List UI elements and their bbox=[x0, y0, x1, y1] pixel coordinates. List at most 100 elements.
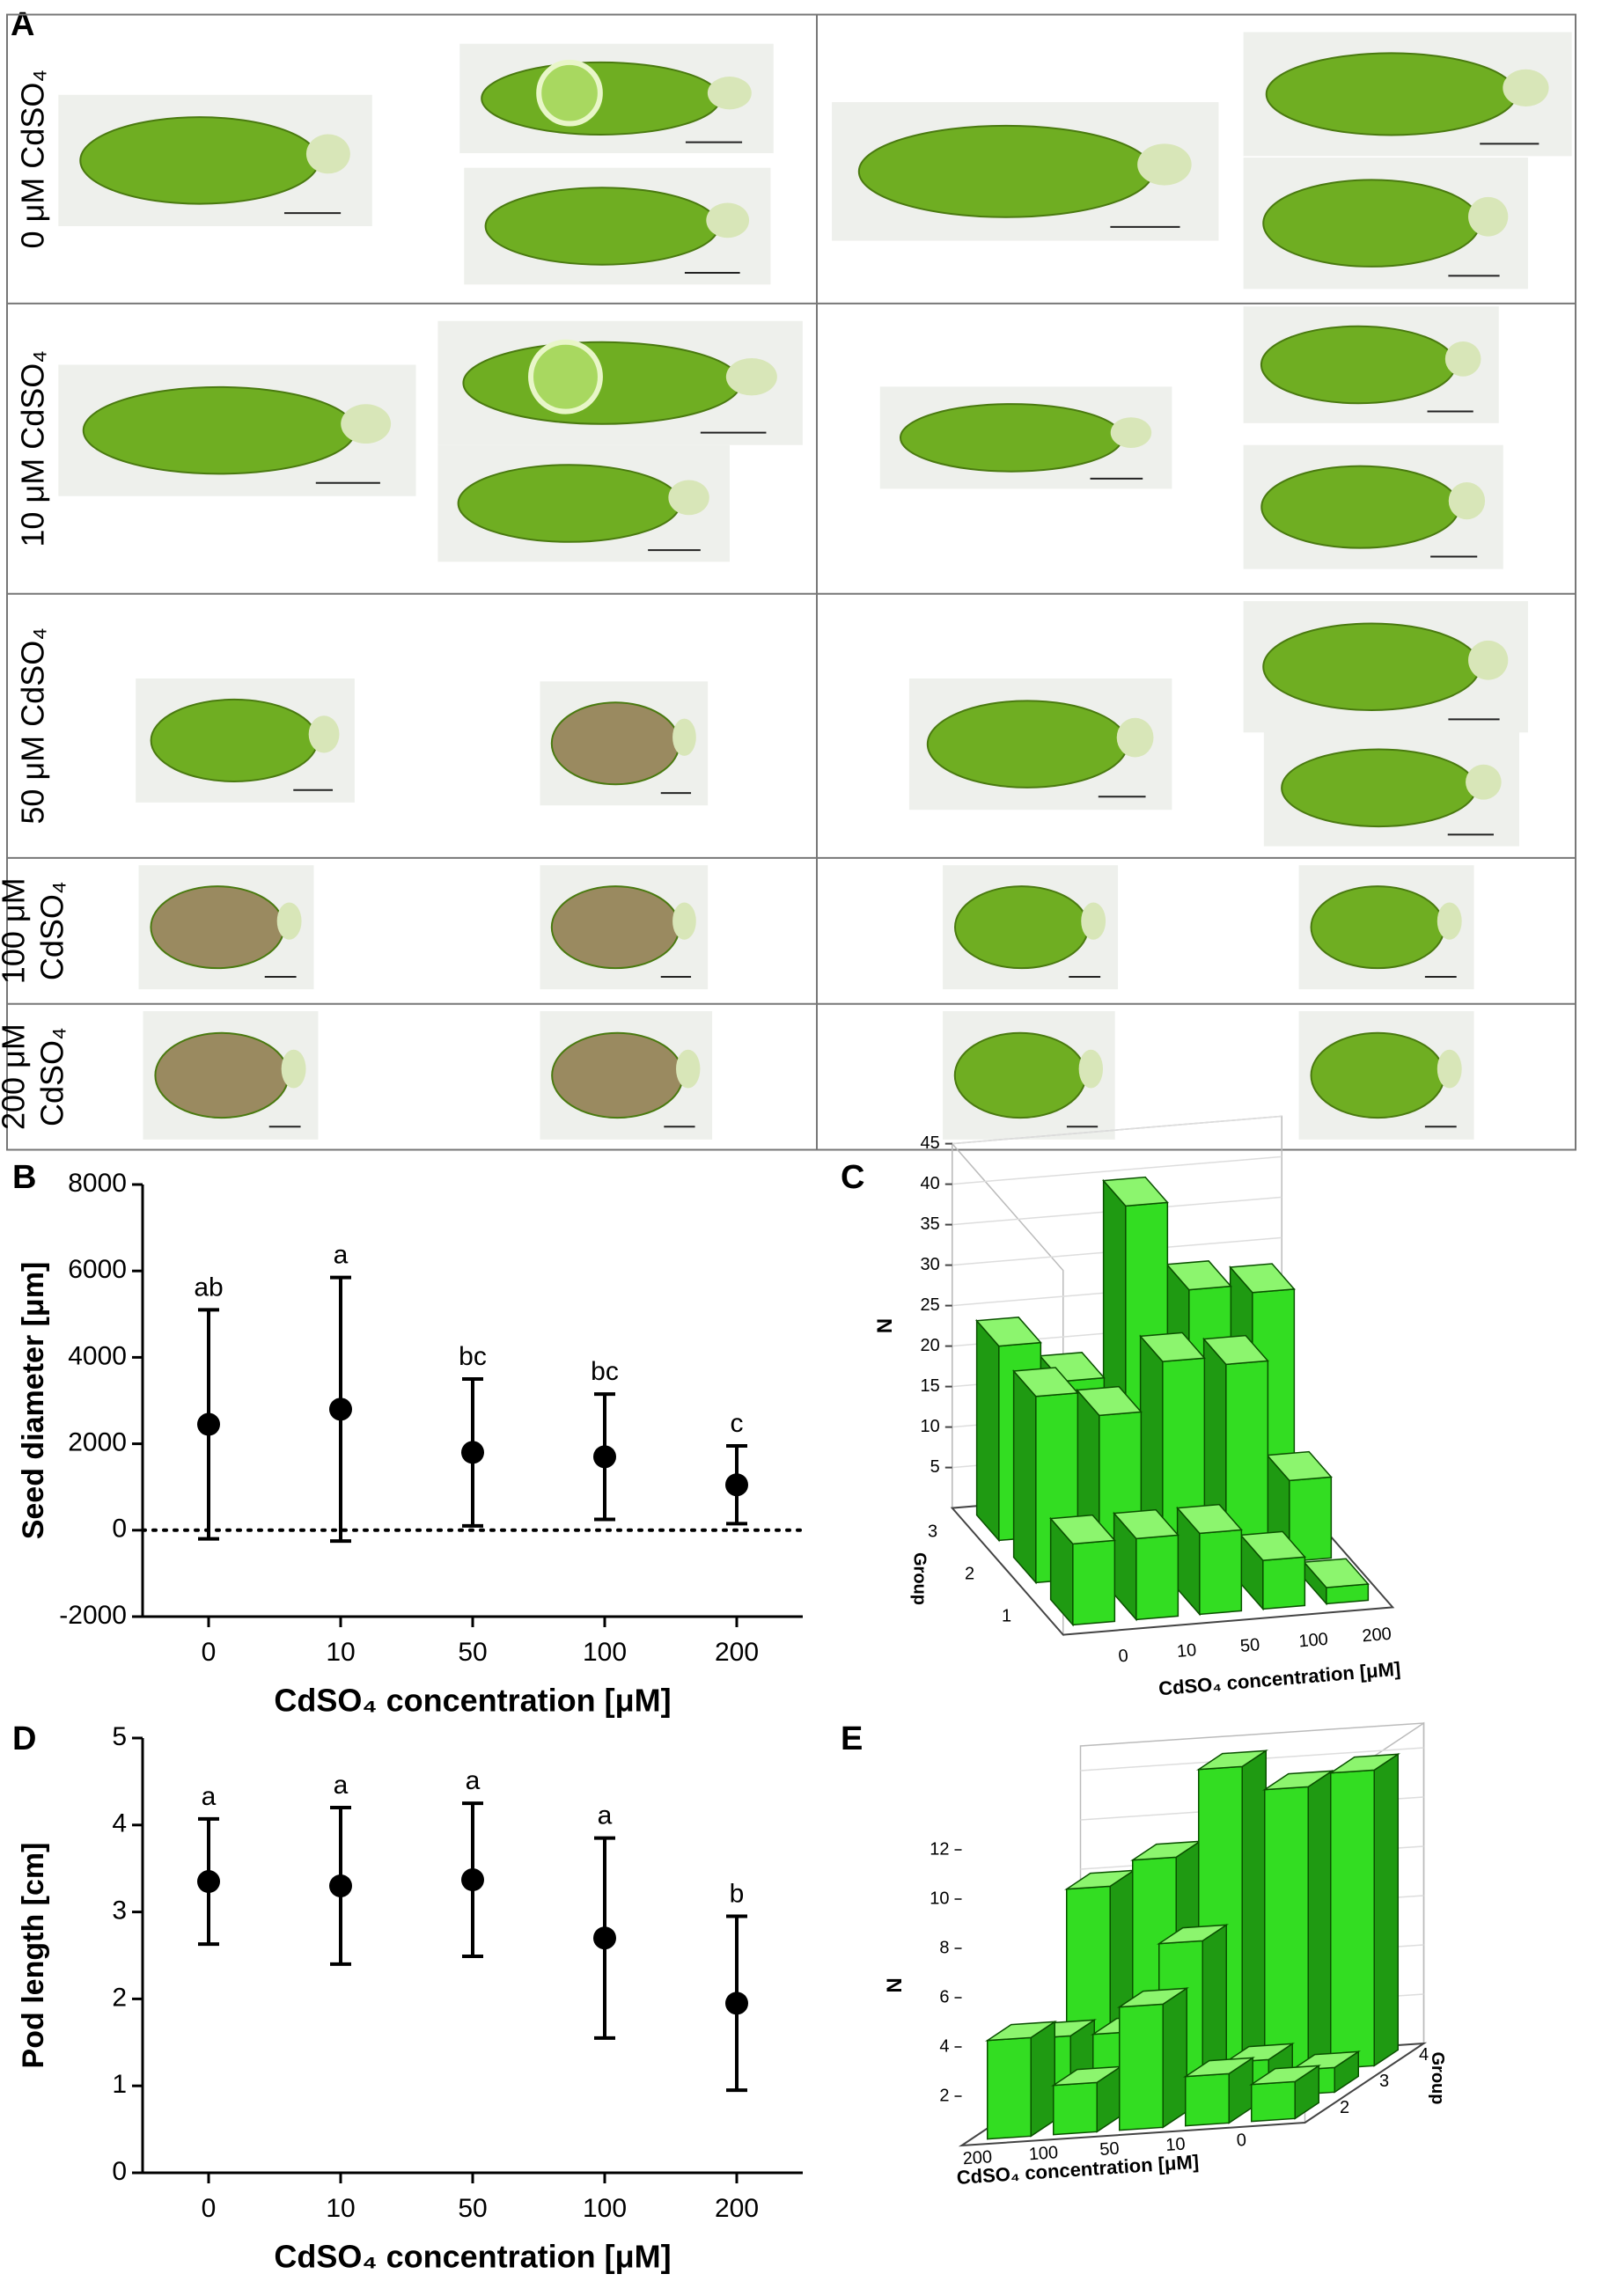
y-tick-label: 25 bbox=[921, 1295, 940, 1315]
bar-top bbox=[1156, 1924, 1230, 1945]
bar-side bbox=[1241, 1749, 1267, 2076]
data-point bbox=[461, 1868, 484, 1892]
bar-front bbox=[1135, 1534, 1179, 1621]
x-tick-label: 100 bbox=[1028, 2143, 1059, 2164]
bar-top bbox=[1139, 1331, 1206, 1362]
y-axis-label: Pod length [cm] bbox=[17, 1843, 50, 2069]
pod-stem bbox=[672, 902, 696, 940]
pod bbox=[953, 885, 1090, 970]
x-tick-label: 50 bbox=[458, 2194, 487, 2223]
x-tick-label: 10 bbox=[326, 1638, 355, 1667]
x-tick-label: 50 bbox=[458, 1638, 487, 1667]
grid-line bbox=[952, 1115, 1282, 1145]
significance-letter: a bbox=[334, 1771, 349, 1800]
bar-side bbox=[1373, 1752, 1399, 2067]
data-point bbox=[593, 1926, 616, 1950]
y-tick-label: 20 bbox=[921, 1336, 940, 1355]
pod-stem bbox=[1448, 481, 1486, 520]
bar-side bbox=[1307, 1769, 1333, 2072]
data-point bbox=[725, 1473, 748, 1497]
pod-stem bbox=[305, 134, 350, 174]
pod-stem bbox=[668, 480, 709, 516]
bar-front bbox=[1199, 1529, 1243, 1616]
bar-top bbox=[1288, 2050, 1362, 2072]
pod bbox=[1265, 52, 1517, 136]
bar-top bbox=[1303, 1558, 1370, 1588]
x-tick-label: 200 bbox=[715, 2194, 759, 2223]
bar-top bbox=[1176, 1503, 1243, 1535]
pod-stem bbox=[706, 202, 750, 238]
pod bbox=[550, 885, 680, 970]
y-tick-label: 5 bbox=[112, 1722, 127, 1751]
data-point bbox=[461, 1441, 484, 1464]
bar-front bbox=[1264, 1786, 1309, 2074]
significance-letter: c bbox=[731, 1409, 744, 1438]
row-label: 0 μM CdSO₄ bbox=[15, 70, 51, 248]
bar-top bbox=[1165, 1260, 1232, 1291]
x-tick-label: 100 bbox=[1298, 1630, 1329, 1652]
significance-letter: bc bbox=[459, 1342, 487, 1371]
y-tick-label: 2000 bbox=[68, 1428, 127, 1457]
y-tick-label: 8000 bbox=[68, 1169, 127, 1198]
pod-stem bbox=[1110, 417, 1152, 449]
pod bbox=[79, 116, 320, 205]
pod-stem bbox=[676, 1049, 701, 1089]
pod-stem bbox=[1437, 902, 1462, 940]
bar-top bbox=[1113, 1508, 1179, 1540]
pod-stem bbox=[1444, 341, 1481, 377]
x-tick-label: 0 bbox=[202, 1638, 217, 1667]
pod-stem bbox=[1078, 1049, 1104, 1089]
row-label: 200 μM bbox=[0, 1023, 32, 1130]
bar-front bbox=[987, 2036, 1032, 2140]
y-tick-label: -2000 bbox=[59, 1601, 127, 1630]
bar-front bbox=[1330, 1769, 1375, 2070]
bar-top bbox=[984, 2021, 1058, 2042]
x-axis-label: CdSO₄ concentration [μM] bbox=[274, 2239, 671, 2275]
y-tick-label: 5 bbox=[930, 1457, 940, 1477]
group-label: 4 bbox=[1419, 2045, 1429, 2065]
y-tick-label: 40 bbox=[921, 1174, 940, 1193]
pod-stem bbox=[707, 77, 752, 110]
bar-top bbox=[1116, 1987, 1190, 2008]
panel-label: B bbox=[12, 1159, 36, 1196]
bar-top bbox=[1327, 1753, 1401, 1774]
pod-stem bbox=[725, 358, 777, 396]
significance-letter: a bbox=[598, 1801, 613, 1830]
y-tick-label: 10 bbox=[921, 1417, 940, 1436]
y-tick-label: 2 bbox=[112, 1983, 127, 2012]
bar-front bbox=[1185, 2072, 1230, 2127]
pod-stem bbox=[1437, 1049, 1462, 1089]
x-axis-label: CdSO₄ concentration [μM] bbox=[956, 2151, 1200, 2189]
y-tick-label: 2 bbox=[939, 2086, 949, 2105]
pod bbox=[899, 403, 1124, 473]
y-axis-label: N bbox=[883, 1977, 907, 1992]
pod bbox=[82, 385, 356, 475]
bar-side bbox=[1012, 1368, 1037, 1585]
y-axis-label: N bbox=[873, 1318, 897, 1333]
y-tick-label: 4 bbox=[112, 1809, 127, 1838]
bar-front bbox=[1262, 1556, 1306, 1610]
data-point bbox=[329, 1874, 352, 1897]
x-axis-label: CdSO₄ concentration [μM] bbox=[274, 1683, 671, 1719]
bar-top bbox=[975, 1317, 1042, 1347]
pod-stem bbox=[1503, 69, 1549, 107]
pod-stem bbox=[1081, 902, 1106, 940]
data-point bbox=[197, 1870, 220, 1894]
bar-side bbox=[1030, 2020, 1055, 2138]
row-label: 50 μM CdSO₄ bbox=[15, 627, 51, 825]
pod bbox=[1262, 179, 1481, 268]
y-tick-label: 10 bbox=[930, 1889, 949, 1908]
panel-label: A bbox=[11, 6, 34, 43]
bar-top bbox=[1222, 2043, 1296, 2064]
pod bbox=[484, 187, 720, 266]
group-label: 3 bbox=[928, 1522, 937, 1541]
row-label: CdSO₄ bbox=[34, 881, 70, 980]
pod-stem bbox=[341, 404, 392, 444]
panel-label: C bbox=[841, 1159, 864, 1196]
x-tick-label: 100 bbox=[583, 2194, 627, 2223]
data-point bbox=[329, 1397, 352, 1421]
pod bbox=[926, 700, 1128, 789]
z-axis-label: Group bbox=[1428, 2052, 1447, 2105]
